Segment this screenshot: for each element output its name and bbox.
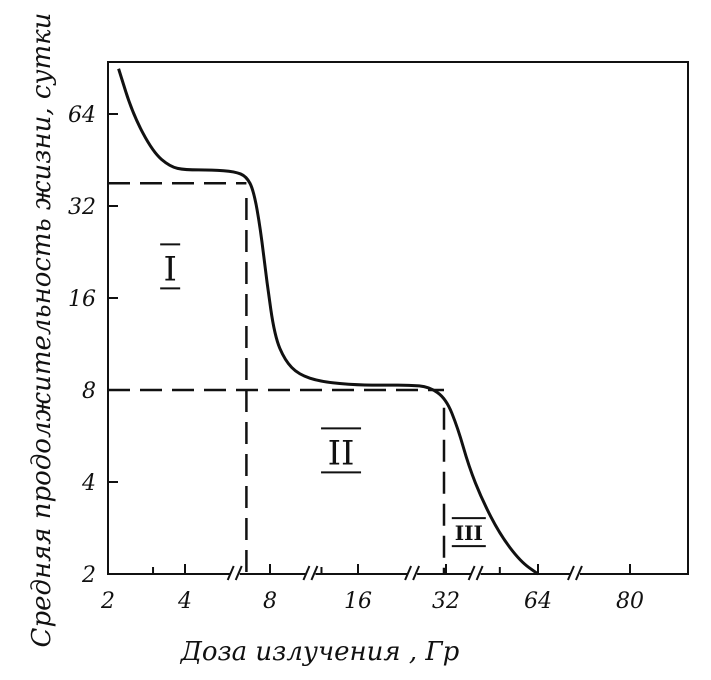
region-label-III: III: [455, 521, 483, 545]
axis-break-mark: [467, 565, 476, 581]
x-tick-label: 16: [344, 589, 372, 614]
x-axis: 2 4 8 16 32 64 80: [100, 564, 644, 614]
x-tick-label: 32: [432, 589, 460, 614]
axis-break-mark: [302, 565, 311, 581]
region-label-II: II: [328, 433, 355, 473]
y-axis-title: Средняя продолжительность жизни, сутки: [27, 13, 57, 648]
axis-break-gap: [569, 565, 580, 579]
y-tick-label: 8: [82, 379, 96, 404]
plot-frame: [107, 61, 689, 575]
axis-break-gap: [407, 565, 418, 579]
region-label-I: I: [163, 249, 176, 289]
y-tick-label: 64: [68, 103, 96, 128]
axis-break-mark: [412, 565, 421, 581]
x-tick-label: 64: [524, 589, 552, 614]
reference-lines: [108, 181, 446, 574]
axis-break-gap: [305, 565, 316, 579]
y-tick-label: 32: [68, 195, 96, 220]
axis-break-mark: [575, 565, 583, 581]
y-tick-label: 2: [81, 563, 96, 588]
x-tick-label: 2: [100, 589, 115, 614]
axis-break-mark: [475, 565, 484, 581]
y-tick-label: 4: [81, 471, 96, 496]
x-tick-label: 80: [616, 589, 644, 614]
y-axis: 2 4 8 16 32 64: [68, 103, 118, 588]
y-tick-label: 16: [68, 287, 96, 312]
x-axis-title: Доза излучения , Гр: [180, 637, 460, 667]
axis-break-mark: [226, 565, 235, 581]
x-tick-label: 8: [263, 589, 277, 614]
survival-curve: [117, 68, 539, 576]
axis-break-mark: [404, 565, 413, 581]
x-tick-label: 4: [177, 589, 192, 614]
axis-break-gap: [470, 565, 481, 579]
axis-break-mark: [234, 565, 243, 581]
axis-break-mark: [310, 565, 319, 581]
axis-break-mark: [567, 565, 575, 581]
axis-break-gap: [229, 565, 240, 579]
